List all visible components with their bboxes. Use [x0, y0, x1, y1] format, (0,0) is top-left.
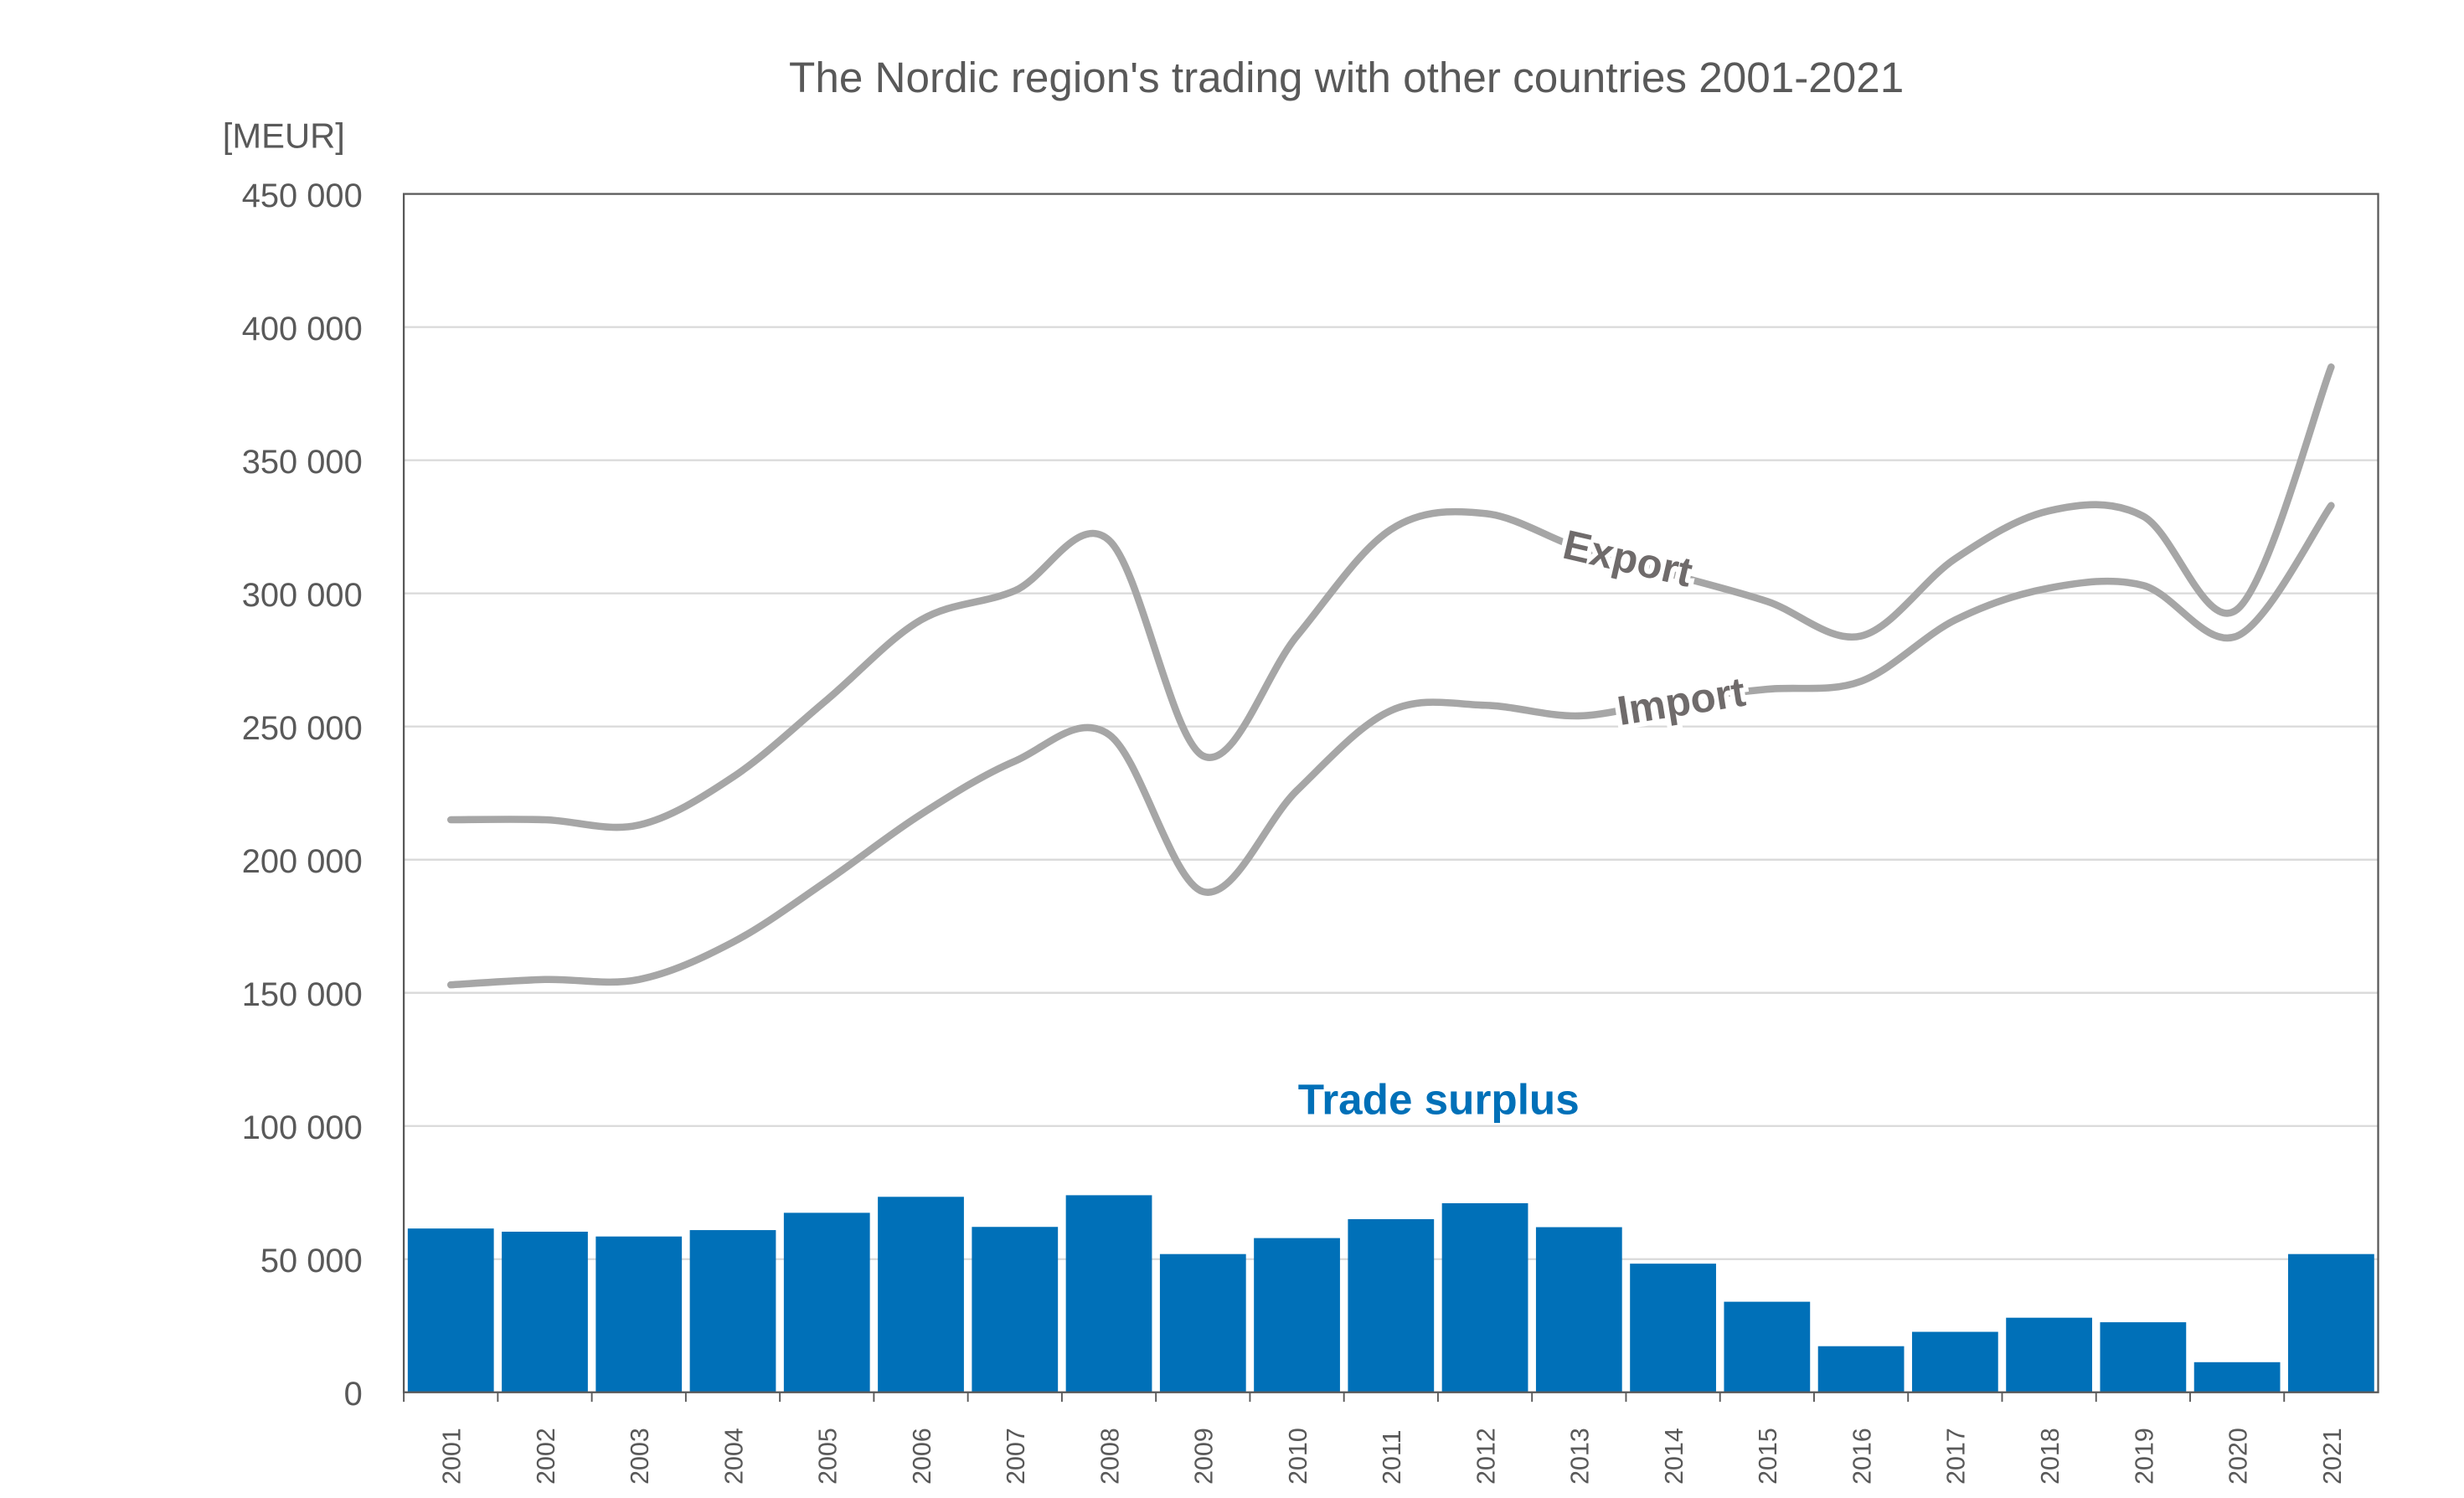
y-tick-label: 450 000	[242, 178, 363, 214]
x-tick-label: 2003	[626, 1428, 654, 1485]
bar-trade-surplus-2010	[1254, 1238, 1340, 1392]
bar-trade-surplus-2018	[2006, 1317, 2092, 1392]
bar-trade-surplus-2004	[689, 1230, 776, 1392]
bar-trade-surplus-2013	[1535, 1227, 1622, 1392]
bar-trade-surplus-2017	[1911, 1331, 1998, 1392]
x-axis-ticks: 2001 2002 2003 2004 2005 2006 2007 2008 2009 2010…	[403, 1392, 2347, 1485]
y-tick-label: 250 000	[242, 710, 363, 747]
x-tick-label: 2020	[2225, 1428, 2253, 1485]
x-tick-label: 2015	[1755, 1428, 1782, 1485]
x-tick-label: 2002	[533, 1428, 560, 1485]
x-tick-label: 2021	[2319, 1428, 2347, 1485]
x-tick-label: 2016	[1848, 1428, 1876, 1485]
y-tick-label: 350 000	[242, 444, 363, 481]
x-tick-label: 2018	[2037, 1428, 2065, 1485]
x-tick-label: 2008	[1096, 1428, 1124, 1485]
x-tick-label: 2007	[1003, 1428, 1030, 1485]
x-tick-label: 2010	[1285, 1428, 1312, 1485]
bar-trade-surplus-2014	[1630, 1264, 1716, 1392]
x-tick-label: 2017	[1943, 1428, 1971, 1485]
bar-trade-surplus-2016	[1817, 1346, 1905, 1392]
y-tick-label: 150 000	[242, 976, 363, 1013]
chart-title: The Nordic region's trading with other c…	[789, 54, 1904, 101]
line-import	[446, 502, 2335, 989]
y-tick-label: 50 000	[260, 1243, 363, 1279]
x-tick-label: 2019	[2131, 1428, 2158, 1485]
x-tick-label: 2011	[1379, 1430, 1406, 1485]
bar-trade-surplus-2006	[878, 1197, 964, 1392]
bar-trade-surplus-2015	[1724, 1301, 1811, 1392]
x-tick-label: 2004	[720, 1428, 748, 1485]
y-axis-unit-label: [MEUR]	[223, 116, 345, 156]
y-tick-label: 400 000	[242, 311, 363, 347]
y-tick-label: 100 000	[242, 1109, 363, 1146]
bar-trade-surplus-2002	[502, 1231, 588, 1392]
bar-trade-surplus-2011	[1348, 1219, 1435, 1392]
export-line-label: Export	[1559, 522, 1697, 596]
bar-trade-surplus-2012	[1441, 1202, 1528, 1392]
bar-trade-surplus-2007	[972, 1227, 1059, 1392]
bar-trade-surplus-2019	[2100, 1322, 2187, 1392]
bar-trade-surplus-2001	[407, 1228, 494, 1392]
gridlines	[404, 326, 2379, 1260]
y-tick-label: 200 000	[242, 843, 363, 880]
bar-trade-surplus-2020	[2193, 1362, 2281, 1392]
bar-trade-surplus-2009	[1159, 1253, 1246, 1392]
x-tick-label: 2012	[1472, 1428, 1500, 1485]
line-export	[446, 363, 2335, 831]
bar-trade-surplus-2005	[783, 1212, 870, 1392]
bar-trade-surplus-2008	[1065, 1195, 1152, 1392]
x-tick-label: 2014	[1661, 1428, 1688, 1485]
bar-trade-surplus-2021	[2287, 1253, 2374, 1392]
x-tick-label: 2006	[909, 1428, 936, 1485]
y-tick-label: 300 000	[242, 577, 363, 614]
bars	[407, 1195, 2374, 1392]
y-tick-label: 0	[344, 1376, 363, 1413]
x-tick-label: 2001	[439, 1428, 467, 1485]
x-tick-label: 2013	[1567, 1428, 1595, 1485]
x-tick-label: 2009	[1191, 1428, 1219, 1485]
bar-trade-surplus-2003	[595, 1236, 683, 1392]
trade-surplus-label: Trade surplus	[1298, 1076, 1580, 1124]
x-tick-label: 2005	[815, 1428, 843, 1485]
lines	[446, 363, 2335, 989]
plot-area-border	[402, 193, 2379, 1393]
y-axis-ticks: 0 50 000 100 000 150 000 200 000 250 000 300 0…	[242, 178, 363, 1413]
import-line-label: Import	[1614, 669, 1748, 734]
